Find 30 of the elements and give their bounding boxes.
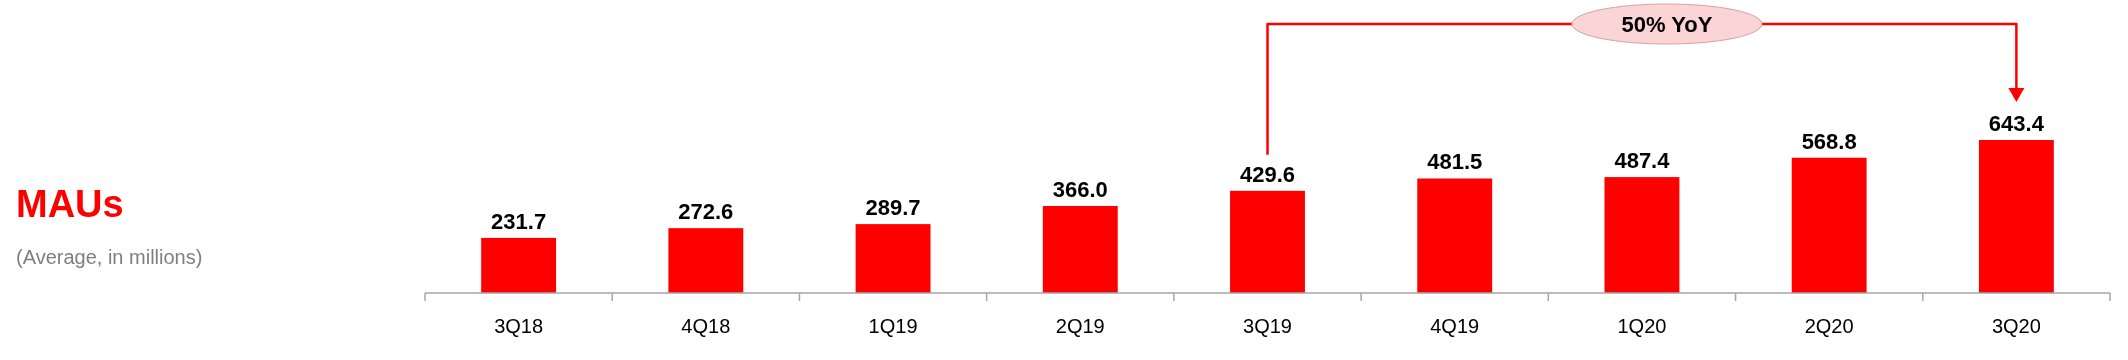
data-label: 643.4	[1988, 111, 2045, 136]
data-label: 366.0	[1052, 176, 1108, 202]
data-label: 568.8	[1801, 128, 1857, 154]
data-label: 289.7	[865, 195, 921, 221]
text: (Average, in millions)	[16, 246, 203, 268]
bar	[1978, 140, 2054, 293]
x-tick-label: 3Q20	[1991, 315, 2041, 337]
data-label: 481.5	[1427, 149, 1483, 175]
x-tick-label: 4Q18	[681, 315, 731, 337]
bar	[668, 228, 744, 293]
text: 50% YoY	[1621, 12, 1713, 37]
data-label: 487.4	[1614, 148, 1671, 174]
x-tick-label: 1Q19	[868, 315, 918, 337]
x-tick-label: 2Q20	[1804, 315, 1854, 337]
text: MAUs	[16, 183, 124, 225]
x-tick-label: 3Q18	[494, 315, 544, 337]
data-label: 231.7	[491, 208, 547, 234]
bar	[481, 237, 557, 293]
x-tick-label: 4Q19	[1430, 315, 1480, 337]
bar	[1791, 157, 1867, 293]
x-tick-label: 2Q19	[1055, 315, 1105, 337]
bar	[855, 224, 931, 293]
bar	[1042, 205, 1118, 293]
bar	[1230, 190, 1305, 293]
data-label: 272.6	[678, 199, 734, 225]
x-tick-label: 3Q19	[1243, 315, 1292, 337]
data-label: 429.6	[1239, 161, 1296, 187]
bar	[1417, 178, 1493, 293]
bar	[1604, 177, 1680, 293]
x-tick-label: 1Q20	[1617, 315, 1667, 337]
